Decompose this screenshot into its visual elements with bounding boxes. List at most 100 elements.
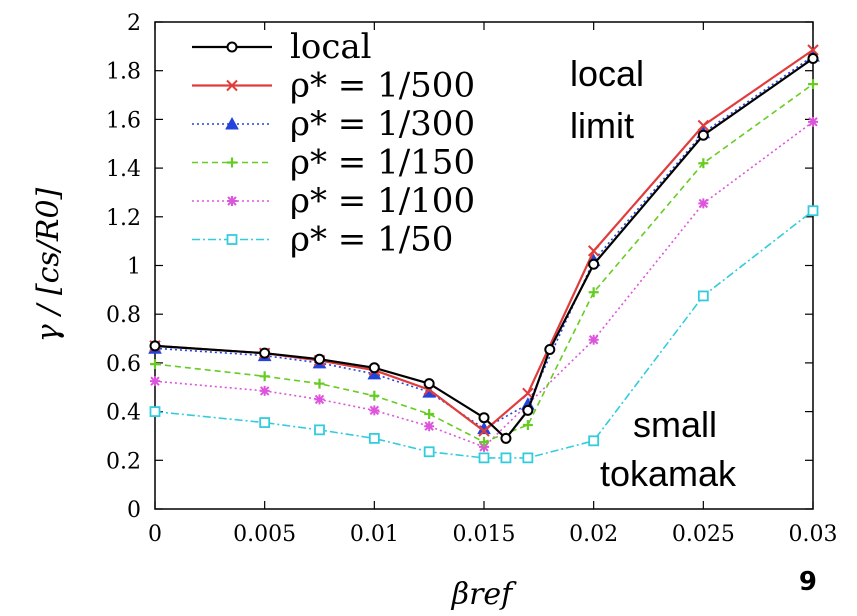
legend-entry: ρ* = 1/50	[192, 220, 453, 260]
data-point	[259, 371, 270, 382]
legend-label: ρ* = 1/300	[290, 104, 475, 144]
data-point	[588, 435, 600, 447]
data-point	[423, 378, 435, 390]
y-tick-label: 0.8	[106, 303, 141, 328]
data-point	[314, 424, 325, 436]
x-tick-label: 0.005	[233, 522, 296, 547]
x-tick-label: 0.02	[569, 522, 618, 547]
x-tick-label: 0.015	[453, 522, 516, 547]
x-axis-label: βref	[451, 577, 517, 612]
data-point	[522, 404, 534, 416]
series-1-50	[149, 205, 819, 464]
legend-marker	[226, 41, 238, 53]
y-tick-label: 0.4	[106, 401, 141, 426]
y-tick-label: 1.8	[106, 60, 141, 85]
data-point	[369, 405, 380, 416]
data-point	[808, 79, 818, 90]
legend-entry: ρ* = 1/300	[192, 104, 475, 144]
data-point	[479, 437, 489, 448]
y-tick-label: 1.6	[106, 108, 141, 133]
x-tick-label: 0.01	[350, 522, 399, 547]
legend-label: ρ* = 1/100	[290, 181, 475, 221]
legend-label: ρ* = 1/50	[290, 220, 453, 260]
data-point	[314, 378, 325, 389]
annotation-local-limit-line2: limit	[570, 105, 634, 146]
data-point	[807, 53, 819, 65]
data-point	[259, 385, 270, 396]
data-point	[259, 347, 271, 359]
data-point	[587, 245, 600, 257]
ticks-layer: 0 0.005 0.01 0.015 0.02 0.025 0.03 0 0.2 0.4 0.6 0.…	[106, 11, 837, 547]
data-point	[149, 406, 161, 418]
data-point	[698, 158, 709, 169]
data-point	[697, 290, 709, 302]
data-point	[424, 409, 435, 420]
legend-label: ρ* = 1/500	[290, 66, 475, 106]
series-1-500	[149, 44, 819, 437]
legend-marker	[227, 196, 237, 206]
data-point	[522, 387, 534, 400]
legend-marker	[226, 79, 238, 92]
page-number: 9	[799, 567, 817, 597]
legend-label: ρ* = 1/150	[290, 143, 475, 183]
data-point	[423, 446, 435, 458]
y-tick-label: 1	[127, 255, 141, 280]
legend-entry: ρ* = 1/150	[192, 143, 475, 183]
data-point	[259, 417, 271, 428]
data-point	[522, 419, 533, 430]
data-point	[500, 432, 512, 444]
data-point	[808, 116, 818, 127]
series-line	[154, 55, 814, 430]
series-line	[154, 121, 814, 448]
data-point	[697, 119, 710, 132]
legend-marker	[225, 116, 239, 130]
series-1-300	[148, 49, 820, 435]
data-point	[500, 452, 512, 464]
legend-marker	[227, 157, 237, 168]
y-tick-label: 0.6	[106, 352, 141, 377]
series-line	[154, 49, 814, 433]
x-tick-label: 0.025	[672, 522, 735, 547]
data-point	[478, 452, 490, 464]
annotation-small-tokamak-line2: tokamak	[600, 453, 737, 494]
data-point	[588, 287, 599, 298]
legend-marker	[226, 234, 238, 245]
data-point	[368, 362, 380, 374]
data-point	[150, 376, 160, 387]
series-local	[149, 53, 819, 444]
series-1-150	[150, 79, 818, 448]
data-point	[478, 425, 490, 437]
legend-entry: local	[192, 27, 372, 67]
data-point	[478, 412, 490, 424]
data-point	[314, 394, 325, 405]
legend-label: local	[290, 27, 372, 67]
y-tick-label: 1.2	[106, 206, 141, 231]
data-point	[698, 198, 709, 209]
annotation-small-tokamak-line1: small	[633, 404, 717, 445]
data-point	[807, 205, 819, 217]
series-layer	[148, 44, 820, 464]
y-tick-label: 2	[127, 11, 141, 36]
legend-entry: ρ* = 1/100	[192, 181, 475, 221]
data-point	[522, 452, 534, 464]
x-tick-label: 0	[148, 522, 162, 547]
data-point	[369, 390, 380, 401]
legend-entry: ρ* = 1/500	[192, 66, 475, 106]
data-point	[544, 344, 556, 356]
y-tick-label: 1.4	[106, 157, 141, 182]
data-point	[368, 432, 380, 444]
y-tick-label: 0	[127, 498, 141, 523]
series-line	[154, 57, 814, 441]
series-line	[154, 83, 814, 443]
data-point	[697, 129, 709, 141]
y-tick-label: 0.2	[106, 449, 141, 474]
data-point	[314, 353, 325, 365]
data-point	[588, 334, 599, 345]
data-point	[150, 359, 160, 370]
data-point	[149, 340, 161, 352]
y-axis-label: γ / [cs/R0]	[31, 187, 66, 342]
data-point	[424, 421, 435, 432]
annotation-local-limit-line1: local	[570, 53, 644, 94]
